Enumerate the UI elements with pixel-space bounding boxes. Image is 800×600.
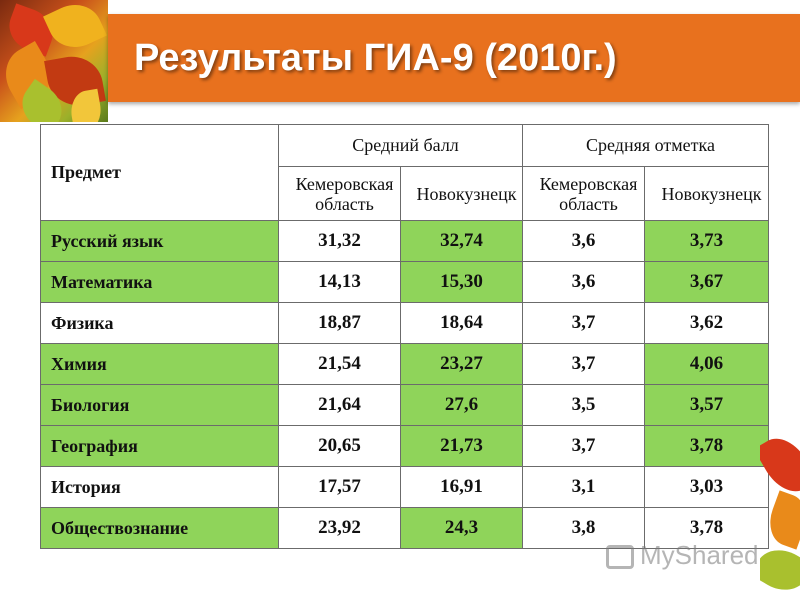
header-avg-grade: Средняя отметка	[521, 124, 770, 167]
grade-region-cell: 3,8	[522, 507, 645, 549]
table-row: Русский язык 31,32 32,74 3,6 3,73	[40, 220, 770, 262]
score-city-cell: 24,3	[400, 507, 523, 549]
score-city-cell: 18,64	[400, 302, 523, 344]
subject-cell: Химия	[40, 343, 279, 385]
score-region-cell: 21,64	[278, 384, 401, 426]
table-row: География 20,65 21,73 3,7 3,78	[40, 425, 770, 467]
grade-region-cell: 3,7	[522, 302, 645, 344]
table-subheader-row: Кемеровская область Новокузнецк Кемеровс…	[41, 166, 770, 221]
subject-cell: Обществознание	[40, 507, 279, 549]
table-row: Химия 21,54 23,27 3,7 4,06	[40, 343, 770, 385]
header-region: Кемеровская область	[278, 166, 401, 221]
results-table: Предмет Средний балл Средняя отметка Кем…	[40, 124, 770, 549]
score-city-cell: 16,91	[400, 466, 523, 508]
score-city-cell: 32,74	[400, 220, 523, 262]
score-region-cell: 21,54	[278, 343, 401, 385]
grade-city-cell: 3,73	[643, 220, 770, 262]
grade-region-cell: 3,5	[522, 384, 645, 426]
watermark-text: MyShared	[640, 540, 759, 570]
watermark: MyShared	[606, 538, 759, 572]
score-region-cell: 18,87	[278, 302, 401, 344]
grade-region-cell: 3,7	[522, 425, 645, 467]
table-row: Математика 14,13 15,30 3,6 3,67	[40, 261, 770, 303]
grade-city-cell: 3,62	[643, 302, 770, 344]
grade-region-cell: 3,6	[522, 220, 645, 262]
subject-cell: Русский язык	[40, 220, 279, 262]
presentation-icon	[606, 545, 634, 570]
grade-region-cell: 3,1	[522, 466, 645, 508]
table-header-row: Предмет Средний балл Средняя отметка	[40, 124, 770, 221]
subject-cell: Физика	[40, 302, 279, 344]
score-region-cell: 14,13	[278, 261, 401, 303]
grade-city-cell: 3,67	[643, 261, 770, 303]
score-city-cell: 23,27	[400, 343, 523, 385]
page-title: Результаты ГИА-9 (2010г.)	[134, 37, 617, 79]
header-city: Новокузнецк	[400, 166, 523, 221]
grade-region-cell: 3,7	[522, 343, 645, 385]
grade-city-cell: 4,06	[643, 343, 770, 385]
grade-city-cell: 3,78	[643, 425, 770, 467]
subject-cell: География	[40, 425, 279, 467]
title-bar	[108, 14, 800, 102]
score-region-cell: 23,92	[278, 507, 401, 549]
score-city-cell: 15,30	[400, 261, 523, 303]
header-subject: Предмет	[40, 124, 279, 221]
score-city-cell: 27,6	[400, 384, 523, 426]
subject-cell: Математика	[40, 261, 279, 303]
table-row: История 17,57 16,91 3,1 3,03	[40, 466, 770, 508]
grade-city-cell: 3,03	[643, 466, 770, 508]
score-region-cell: 31,32	[278, 220, 401, 262]
score-region-cell: 20,65	[278, 425, 401, 467]
autumn-leaves-decoration	[760, 425, 800, 600]
grade-region-cell: 3,6	[522, 261, 645, 303]
subject-cell: Биология	[40, 384, 279, 426]
table-row: Физика 18,87 18,64 3,7 3,62	[40, 302, 770, 344]
subject-cell: История	[40, 466, 279, 508]
table-row: Обществознание 23,92 24,3 3,8 3,78	[40, 507, 770, 549]
grade-city-cell: 3,57	[643, 384, 770, 426]
header-region: Кемеровская область	[522, 166, 645, 221]
header-city: Новокузнецк	[643, 166, 770, 221]
score-region-cell: 17,57	[278, 466, 401, 508]
header-avg-score: Средний балл	[278, 124, 523, 167]
autumn-leaves-decoration	[0, 0, 108, 122]
table-row: Биология 21,64 27,6 3,5 3,57	[40, 384, 770, 426]
grade-city-cell: 3,78	[643, 507, 770, 549]
score-city-cell: 21,73	[400, 425, 523, 467]
